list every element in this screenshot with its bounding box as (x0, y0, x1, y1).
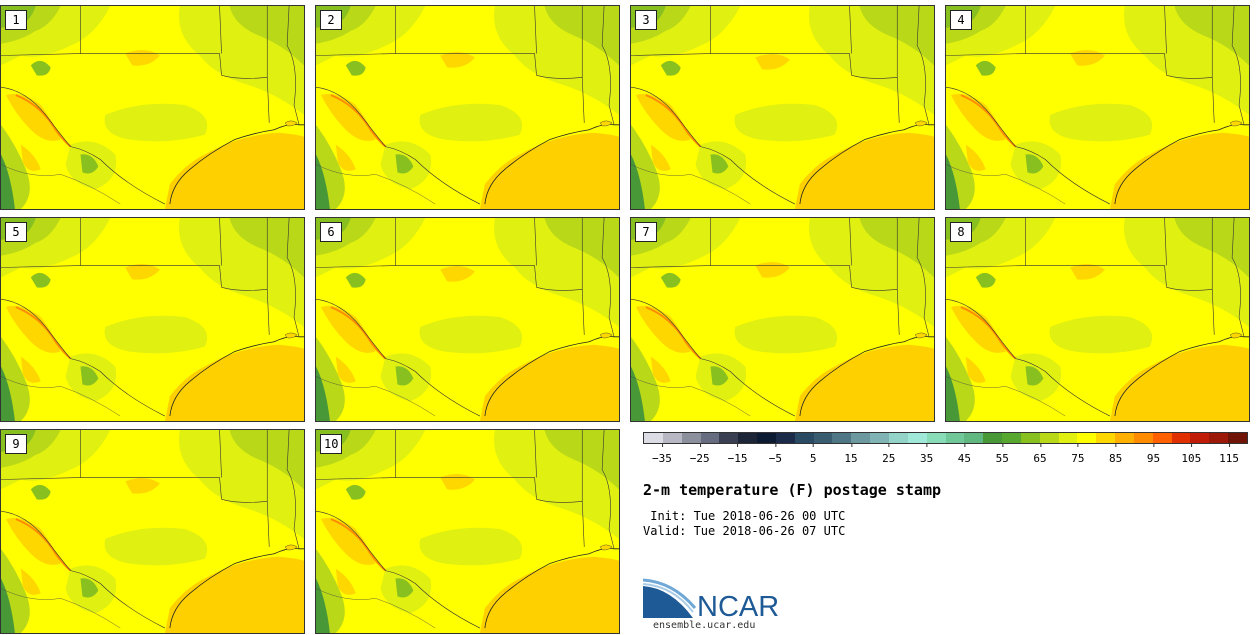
colorbar-segment (757, 433, 776, 443)
colorbar-tick-label: 75 (1071, 444, 1084, 465)
colorbar-segment (1209, 433, 1229, 443)
colorbar-segment (1039, 433, 1059, 443)
colorbar-tick-label: −35 (652, 444, 672, 465)
member-number-label: 8 (950, 222, 972, 242)
colorbar-tick-label: 55 (996, 444, 1009, 465)
ncar-logo-text: NCAR (697, 591, 779, 622)
colorbar-tick-label: 35 (920, 444, 933, 465)
colorbar-tick-label: 45 (958, 444, 971, 465)
member-number-label: 1 (5, 10, 27, 30)
colorbar-segment (851, 433, 871, 443)
colorbar-segment (1152, 433, 1172, 443)
colorbar-segment (681, 433, 701, 443)
ensemble-member-panel[interactable]: 1 (0, 5, 305, 210)
colorbar-segment (1020, 433, 1040, 443)
colorbar-segment (1002, 433, 1021, 443)
ensemble-member-panel[interactable]: 3 (630, 5, 935, 210)
colorbar-tick-label: 115 (1219, 444, 1239, 465)
valid-time: Valid: Tue 2018-06-26 07 UTC (643, 524, 846, 538)
colorbar-segment (813, 433, 833, 443)
colorbar-segment (1190, 433, 1210, 443)
ncar-logo-mark (643, 586, 693, 618)
colorbar-tick-label: 25 (882, 444, 895, 465)
colorbar-segment (870, 433, 889, 443)
colorbar-segment (719, 433, 739, 443)
colorbar-segment (1115, 433, 1134, 443)
colorbar-segment (1133, 433, 1153, 443)
colorbar-tick-label: −15 (728, 444, 747, 465)
colorbar-segment (662, 433, 682, 443)
colorbar-tick-label: 15 (844, 444, 858, 465)
member-number-label: 7 (635, 222, 657, 242)
colorbar-segment (1077, 433, 1097, 443)
ensemble-member-panel[interactable]: 10 (315, 429, 620, 634)
colorbar-segment (832, 433, 852, 443)
colorbar-segment (1228, 433, 1247, 443)
colorbar-tick-label: 85 (1109, 444, 1122, 465)
colorbar-ticks: −35 −25 −15 −5 5 15 25 35 45 55 65 75 85 95 105 115 (643, 444, 1248, 466)
member-number-label: 5 (5, 222, 27, 242)
colorbar-segment (888, 433, 908, 443)
ncar-logo[interactable]: NCAR (643, 578, 793, 622)
colorbar-segment (700, 433, 720, 443)
member-number-label: 10 (320, 434, 343, 454)
colorbar-tick-label: 95 (1147, 444, 1160, 465)
colorbar-tick-label: 65 (1033, 444, 1047, 465)
init-time: Init: Tue 2018-06-26 00 UTC (643, 509, 846, 523)
ensemble-member-panel[interactable]: 9 (0, 429, 305, 634)
ensemble-member-panel[interactable]: 6 (315, 217, 620, 422)
colorbar-segment (1171, 433, 1191, 443)
member-number-label: 3 (635, 10, 657, 30)
ensemble-member-panel[interactable]: 7 (630, 217, 935, 422)
colorbar-tick-label: −5 (769, 444, 782, 465)
ensemble-member-panel[interactable]: 4 (945, 5, 1250, 210)
member-number-label: 6 (320, 222, 342, 242)
colorbar-segment (738, 433, 758, 443)
colorbar-segment (1058, 433, 1078, 443)
colorbar-segment (964, 433, 984, 443)
colorbar-segment (926, 433, 946, 443)
ensemble-member-panel[interactable]: 2 (315, 5, 620, 210)
colorbar (643, 432, 1248, 444)
member-number-label: 9 (5, 434, 27, 454)
plot-title: 2-m temperature (F) postage stamp (643, 481, 942, 499)
colorbar-segment (1096, 433, 1116, 443)
colorbar-segment (775, 433, 795, 443)
colorbar-segment (983, 433, 1003, 443)
colorbar-tick-label: 105 (1181, 444, 1201, 465)
ensemble-member-panel[interactable]: 8 (945, 217, 1250, 422)
colorbar-segment (907, 433, 927, 443)
colorbar-segment (945, 433, 965, 443)
colorbar-segment (644, 433, 663, 443)
logo-url[interactable]: ensemble.ucar.edu (653, 620, 756, 631)
member-number-label: 4 (950, 10, 972, 30)
colorbar-segment (794, 433, 814, 443)
colorbar-tick-label: −25 (690, 444, 710, 465)
colorbar-tick-label: 5 (810, 444, 816, 465)
ensemble-member-panel[interactable]: 5 (0, 217, 305, 422)
member-number-label: 2 (320, 10, 342, 30)
